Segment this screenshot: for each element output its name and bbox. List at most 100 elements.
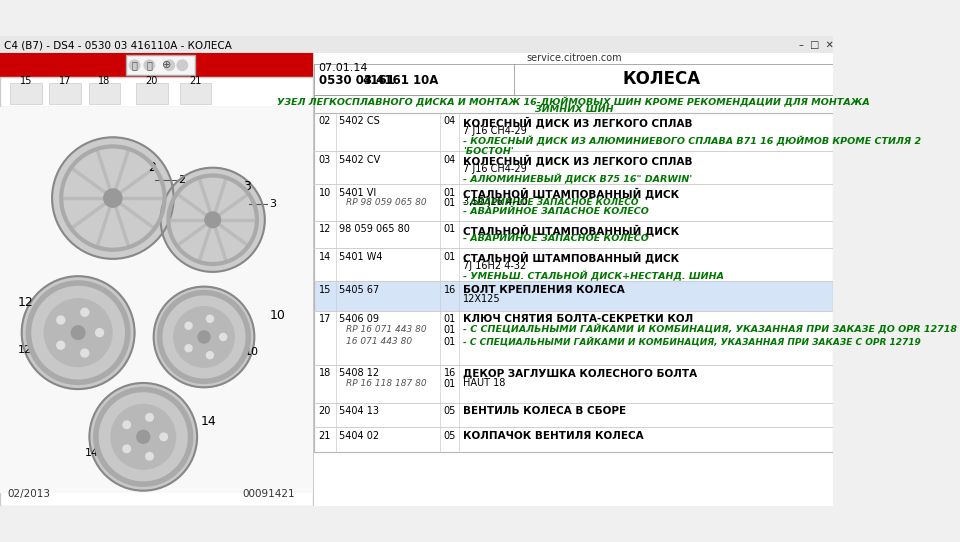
Text: 15: 15 — [20, 76, 33, 86]
Bar — [314, 95, 833, 113]
Text: 01: 01 — [444, 314, 456, 325]
Circle shape — [44, 299, 112, 366]
Text: service.citroen.com: service.citroen.com — [526, 53, 622, 63]
Bar — [314, 281, 833, 311]
Text: 10: 10 — [245, 347, 258, 357]
Circle shape — [160, 167, 265, 272]
Text: 2: 2 — [178, 175, 185, 185]
Circle shape — [154, 287, 254, 388]
Text: 01: 01 — [444, 198, 456, 208]
Text: БОЛТ КРЕПЛЕНИЯ КОЛЕСА: БОЛТ КРЕПЛЕНИЯ КОЛЕСА — [463, 285, 625, 295]
Circle shape — [136, 430, 150, 443]
Text: 18: 18 — [98, 76, 110, 86]
Circle shape — [220, 333, 227, 340]
Text: 3: 3 — [244, 180, 252, 193]
Text: 7 J16 CH4-29: 7 J16 CH4-29 — [463, 126, 526, 136]
Circle shape — [185, 345, 192, 352]
Text: - АВАРИЙНОЕ ЗАПАСНОЕ КОЛЕСО: - АВАРИЙНОЕ ЗАПАСНОЕ КОЛЕСО — [463, 207, 649, 216]
Circle shape — [71, 326, 84, 339]
Text: КОЛПАЧОК ВЕНТИЛЯ КОЛЕСА: КОЛПАЧОК ВЕНТИЛЯ КОЛЕСА — [463, 431, 643, 441]
Text: ЗИМНИХ ШИН: ЗИМНИХ ШИН — [535, 105, 613, 114]
Circle shape — [89, 383, 197, 491]
Circle shape — [204, 212, 221, 228]
Circle shape — [174, 307, 234, 367]
Text: 5404 02: 5404 02 — [340, 431, 379, 441]
Circle shape — [146, 453, 154, 460]
Bar — [126, 55, 195, 75]
Bar — [314, 311, 833, 365]
Bar — [180, 83, 211, 104]
Bar — [0, 53, 313, 76]
Circle shape — [130, 60, 140, 70]
Text: - С СПЕЦИАЛЬНЫМИ ГАЙКАМИ И КОМБИНАЦИЯ, УКАЗАННАЯ ПРИ ЗАКАЗЕ С OPR 12719: - С СПЕЦИАЛЬНЫМИ ГАЙКАМИ И КОМБИНАЦИЯ, У… — [463, 337, 921, 347]
Text: 07.01.14: 07.01.14 — [319, 63, 368, 73]
Text: 5402 CS: 5402 CS — [340, 117, 380, 126]
Text: 14: 14 — [201, 415, 216, 428]
Bar — [314, 248, 833, 281]
Text: 14: 14 — [85, 448, 99, 458]
Bar — [136, 83, 168, 104]
Text: 7J 16H2 4-32: 7J 16H2 4-32 — [463, 261, 526, 272]
Text: 5404 13: 5404 13 — [340, 406, 379, 416]
Text: 3: 3 — [269, 199, 276, 209]
Text: 01: 01 — [444, 188, 456, 198]
Text: 16: 16 — [444, 285, 456, 295]
Bar — [314, 221, 833, 248]
Text: 05: 05 — [444, 431, 456, 441]
Bar — [314, 427, 833, 451]
Circle shape — [185, 322, 192, 329]
Circle shape — [81, 308, 88, 316]
Text: 5402 CV: 5402 CV — [340, 154, 381, 165]
Text: 10: 10 — [270, 309, 286, 322]
Text: 17: 17 — [319, 314, 331, 325]
Text: 16 071 443 80: 16 071 443 80 — [347, 337, 413, 346]
Text: 12: 12 — [17, 345, 32, 354]
Text: СТАЛЬНОЙ ШТАМПОВАННЫЙ ДИСК: СТАЛЬНОЙ ШТАМПОВАННЫЙ ДИСК — [463, 188, 679, 199]
Text: 05: 05 — [444, 406, 456, 416]
Text: 98 059 065 80: 98 059 065 80 — [340, 224, 410, 234]
Bar — [314, 63, 833, 95]
Text: 12X125: 12X125 — [463, 294, 500, 305]
Bar — [11, 83, 41, 104]
Text: 02: 02 — [319, 117, 331, 126]
Text: 21: 21 — [189, 76, 202, 86]
Bar — [314, 53, 833, 506]
Circle shape — [57, 341, 64, 349]
Bar — [314, 403, 833, 427]
Text: –  □  ✕: – □ ✕ — [799, 40, 833, 50]
Text: RP 16 071 443 80: RP 16 071 443 80 — [347, 325, 427, 334]
Circle shape — [146, 414, 154, 421]
Text: RP 16 118 187 80: RP 16 118 187 80 — [347, 379, 427, 388]
Bar — [314, 365, 833, 403]
Text: 16: 16 — [444, 368, 456, 378]
Text: 10: 10 — [319, 188, 331, 198]
Circle shape — [123, 445, 131, 453]
Text: 17: 17 — [59, 76, 71, 86]
Text: 00091421: 00091421 — [243, 489, 295, 499]
Circle shape — [177, 60, 187, 70]
Text: 3,50 J16 4-10: 3,50 J16 4-10 — [463, 197, 528, 207]
Text: 4161: 4161 — [362, 74, 395, 87]
Bar — [314, 113, 833, 151]
Text: 14: 14 — [319, 252, 331, 262]
Text: 04: 04 — [444, 117, 456, 126]
Circle shape — [198, 331, 210, 343]
Text: 03: 03 — [319, 154, 331, 165]
Circle shape — [206, 315, 213, 322]
Text: 01: 01 — [444, 252, 456, 262]
Text: - С СПЕЦИАЛЬНЫМИ ГАЙКАМИ И КОМБИНАЦИЯ, УКАЗАННАЯ ПРИ ЗАКАЗЕ ДО OPR 12718: - С СПЕЦИАЛЬНЫМИ ГАЙКАМИ И КОМБИНАЦИЯ, У… — [463, 324, 957, 334]
Bar — [314, 53, 833, 63]
Text: 12: 12 — [319, 224, 331, 234]
Bar — [0, 53, 313, 506]
Circle shape — [96, 328, 104, 337]
Circle shape — [104, 189, 122, 207]
Text: 5401 W4: 5401 W4 — [340, 252, 383, 262]
Text: КОЛЕСНЫЙ ДИСК ИЗ ЛЕГКОГО СПЛАВ: КОЛЕСНЫЙ ДИСК ИЗ ЛЕГКОГО СПЛАВ — [463, 154, 692, 166]
Text: 7 J16 CH4-29: 7 J16 CH4-29 — [463, 164, 526, 174]
Text: C4 (B7) - DS4 - 0530 03 416110A - КОЛЕСА: C4 (B7) - DS4 - 0530 03 416110A - КОЛЕСА — [5, 40, 232, 50]
Circle shape — [57, 316, 64, 324]
Text: СТАЛЬНОЙ ШТАМПОВАННЫЙ ДИСК: СТАЛЬНОЙ ШТАМПОВАННЫЙ ДИСК — [463, 224, 679, 236]
Text: 5405 67: 5405 67 — [340, 285, 380, 295]
Bar — [314, 113, 833, 451]
Text: 21: 21 — [319, 431, 331, 441]
